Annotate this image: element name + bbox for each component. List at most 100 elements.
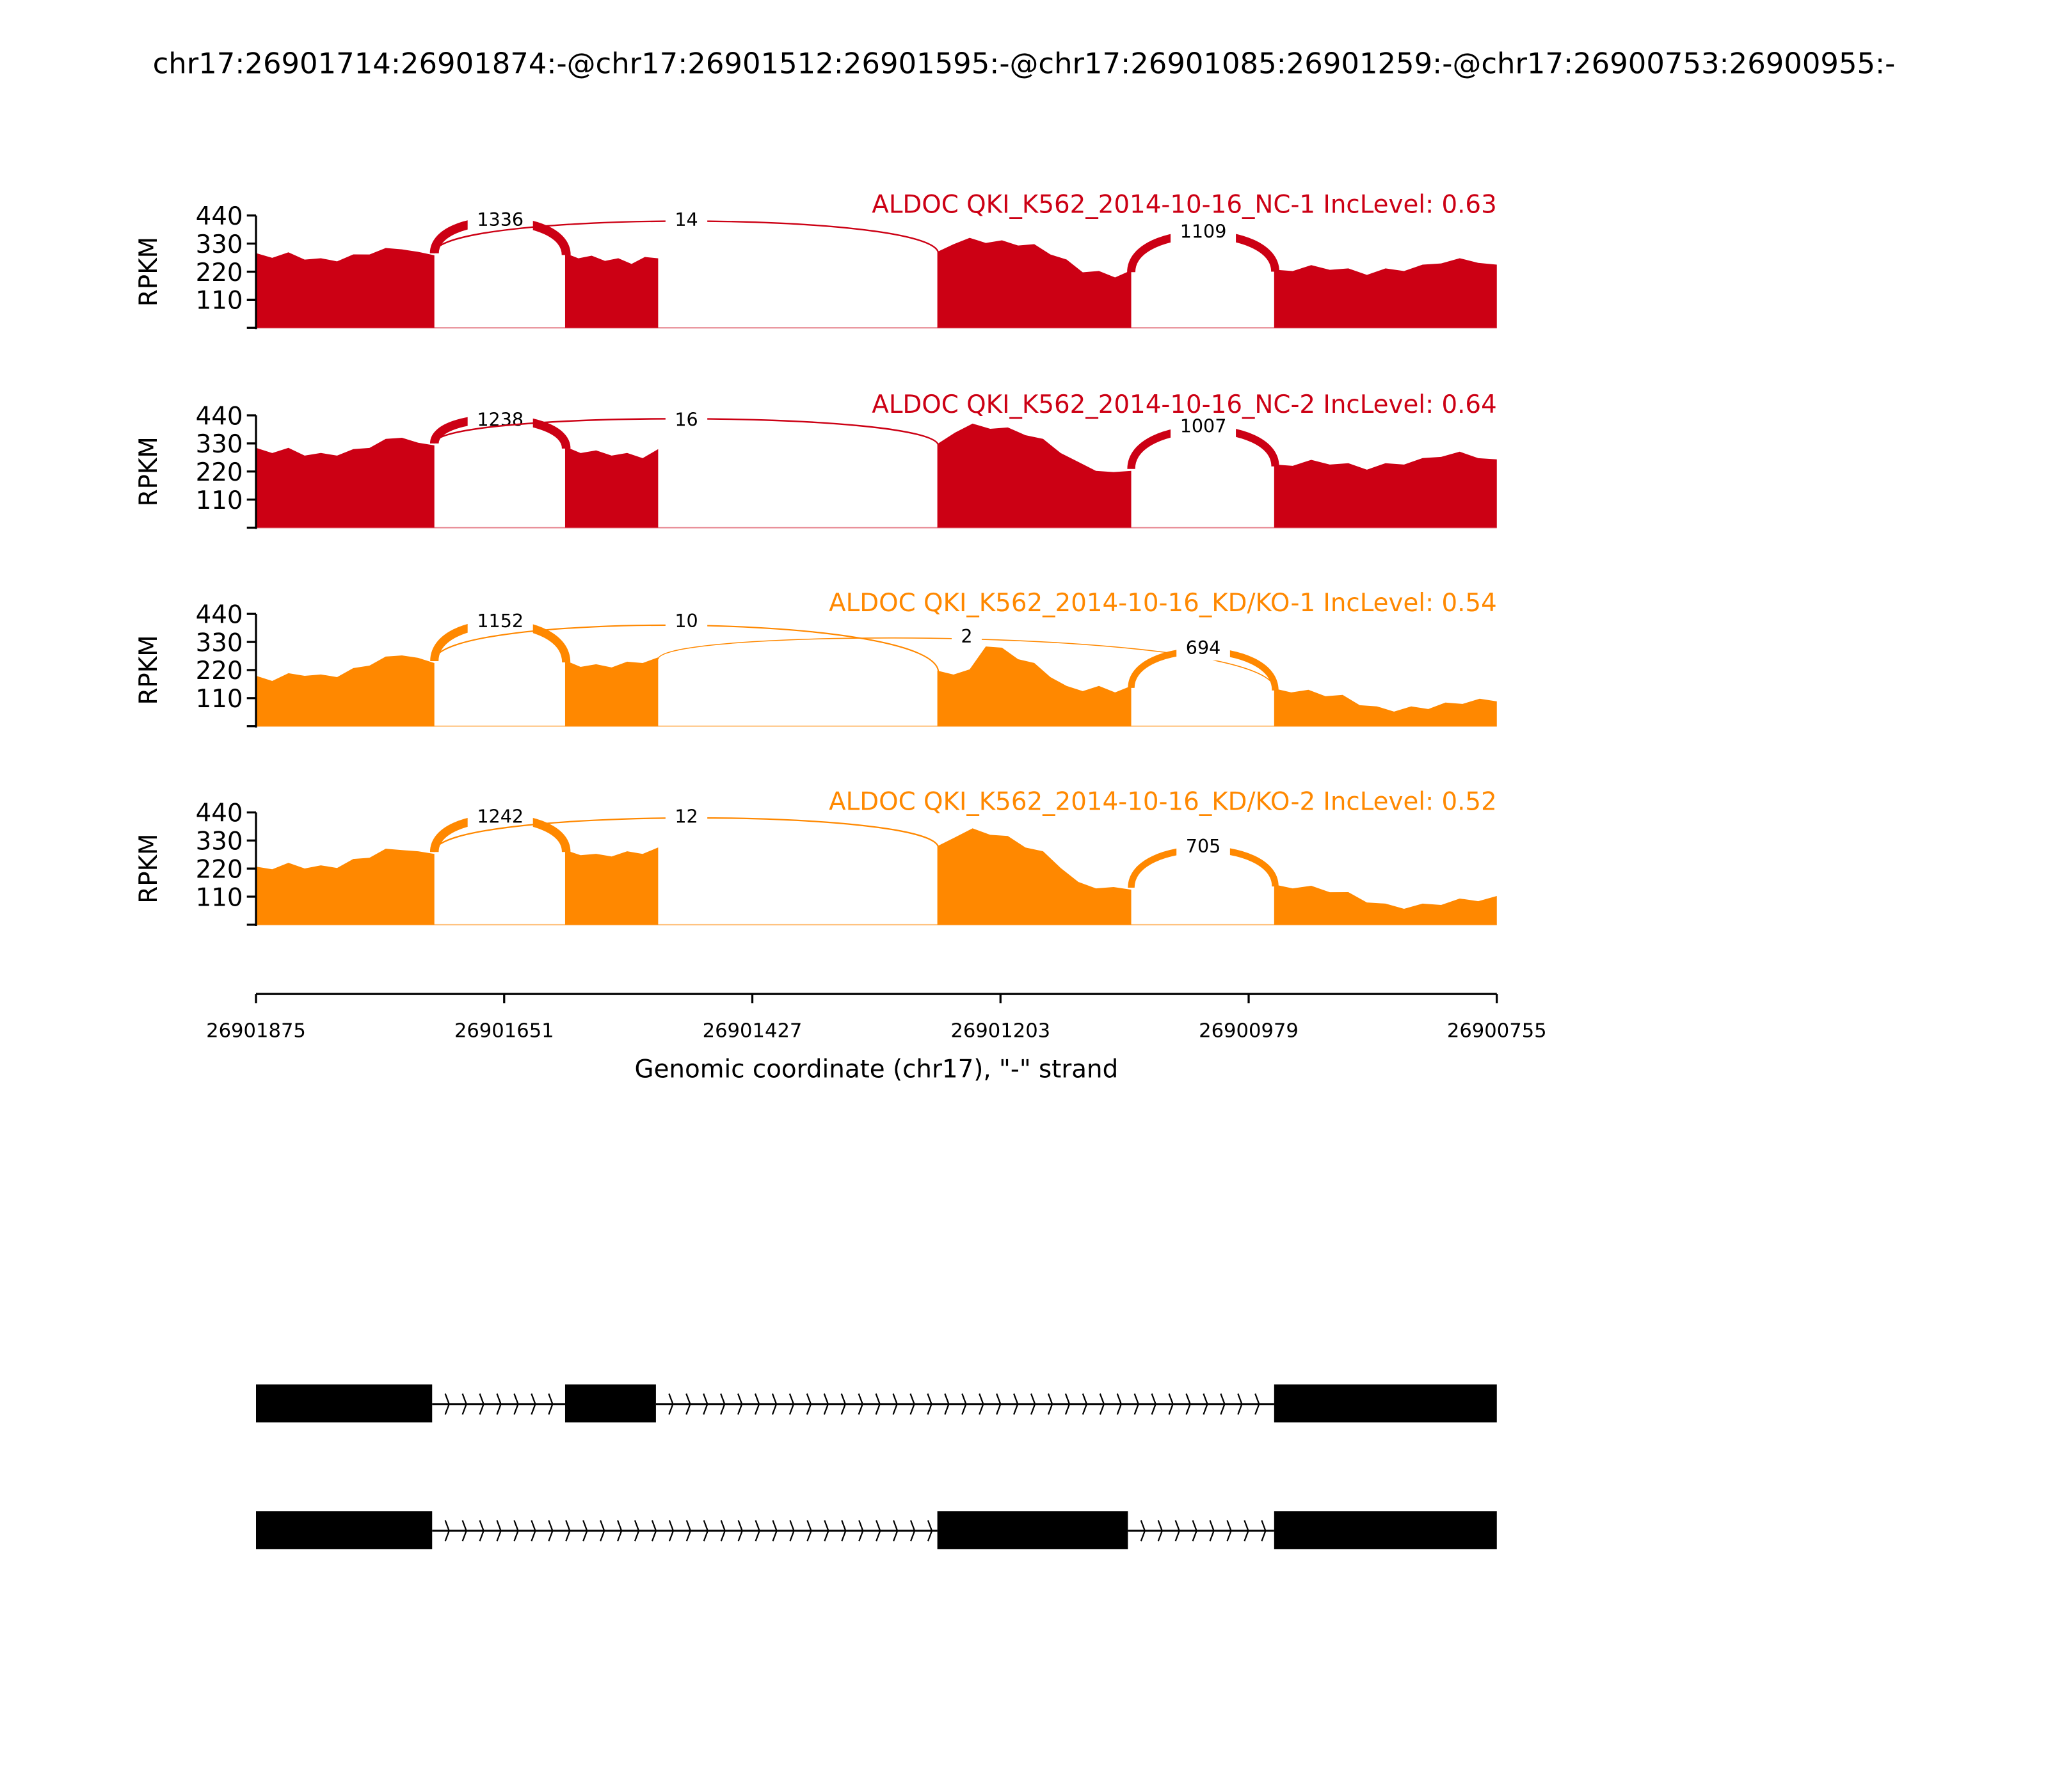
strand-chevron-icon xyxy=(1261,1520,1267,1542)
strand-chevron-icon xyxy=(927,1520,933,1542)
strand-chevron-icon xyxy=(444,1520,450,1542)
y-tick-label: 440 xyxy=(196,202,243,231)
coverage-area xyxy=(256,437,435,528)
strand-chevron-icon xyxy=(893,1520,899,1542)
strand-chevron-icon xyxy=(944,1393,950,1415)
strand-chevron-icon xyxy=(979,1393,984,1415)
y-tick-label: 110 xyxy=(196,287,243,316)
coverage-area xyxy=(564,446,659,528)
junction-count-label: 1152 xyxy=(477,610,524,632)
strand-chevron-icon xyxy=(703,1520,709,1542)
strand-chevron-icon xyxy=(788,1393,795,1415)
strand-chevron-icon xyxy=(548,1393,554,1415)
y-tick-label: 330 xyxy=(196,828,243,856)
junction-count-label: 2 xyxy=(961,625,972,647)
exon-block xyxy=(256,1384,433,1423)
strand-chevron-icon xyxy=(548,1520,554,1542)
strand-chevron-icon xyxy=(513,1393,519,1415)
junction-count-label: 14 xyxy=(675,209,698,230)
y-tick-label: 220 xyxy=(196,855,243,884)
junction-count-label: 12 xyxy=(675,806,698,828)
strand-chevron-icon xyxy=(1030,1393,1036,1415)
strand-chevron-icon xyxy=(600,1520,605,1542)
strand-chevron-icon xyxy=(1099,1393,1105,1415)
y-tick-label: 330 xyxy=(196,430,243,459)
coverage-area xyxy=(1274,884,1497,925)
junction-count-label: 1242 xyxy=(477,806,524,828)
junction-count-label: 1336 xyxy=(477,209,524,230)
y-tick-label: 330 xyxy=(196,628,243,657)
exon-block xyxy=(1274,1511,1497,1549)
coverage-area xyxy=(256,655,435,726)
strand-chevron-icon xyxy=(806,1393,812,1415)
coverage-area xyxy=(256,248,435,328)
coverage-area xyxy=(564,253,659,328)
strand-chevron-icon xyxy=(1254,1393,1260,1415)
x-tick-label: 26901427 xyxy=(703,1020,803,1042)
y-tick-label: 440 xyxy=(196,402,243,431)
junction-label-box xyxy=(1176,833,1230,860)
strand-chevron-icon xyxy=(496,1520,502,1542)
strand-chevron-icon xyxy=(927,1393,932,1415)
junction-count-label: 1109 xyxy=(1180,220,1227,242)
strand-chevron-icon xyxy=(720,1393,726,1415)
coverage-area xyxy=(256,849,435,925)
strand-chevron-icon xyxy=(806,1520,812,1542)
strand-chevron-icon xyxy=(720,1520,726,1542)
strand-chevron-icon xyxy=(996,1393,1002,1415)
x-tick-label: 26901875 xyxy=(206,1020,306,1042)
strand-chevron-icon xyxy=(875,1393,881,1415)
strand-chevron-icon xyxy=(1174,1520,1180,1542)
isoform-track xyxy=(256,1511,1497,1549)
strand-chevron-icon xyxy=(771,1393,778,1415)
strand-chevron-icon xyxy=(668,1393,674,1415)
strand-chevron-icon xyxy=(444,1393,450,1415)
y-tick-label: 330 xyxy=(196,230,243,259)
strand-chevron-icon xyxy=(772,1520,778,1542)
strand-chevron-icon xyxy=(1151,1393,1156,1415)
coverage-area xyxy=(1274,258,1497,328)
junction-count-label: 10 xyxy=(675,610,698,632)
y-axis-label: RPKM xyxy=(134,834,163,904)
junction-label-box xyxy=(665,607,708,634)
strand-chevron-icon xyxy=(961,1393,967,1415)
x-tick-label: 26900755 xyxy=(1447,1020,1547,1042)
junction-count-label: 705 xyxy=(1186,835,1221,857)
strand-chevron-icon xyxy=(513,1520,519,1542)
strand-chevron-icon xyxy=(876,1520,881,1542)
strand-chevron-icon xyxy=(858,1393,863,1415)
coverage-area xyxy=(937,237,1132,328)
strand-chevron-icon xyxy=(531,1520,536,1542)
strand-chevron-icon xyxy=(1168,1393,1174,1415)
junction-label-box xyxy=(1171,413,1236,439)
junction-count-label: 16 xyxy=(675,408,698,430)
exon-block xyxy=(564,1384,656,1423)
y-axis-label: RPKM xyxy=(134,237,163,307)
y-tick-label: 440 xyxy=(196,799,243,828)
x-tick-label: 26901203 xyxy=(950,1020,1050,1042)
y-tick-label: 440 xyxy=(196,600,243,629)
strand-chevron-icon xyxy=(668,1520,675,1542)
plot-title: chr17:26901714:26901874:-@chr17:26901512… xyxy=(153,46,1896,80)
strand-chevron-icon xyxy=(754,1393,760,1415)
junction-count-label: 694 xyxy=(1186,637,1221,659)
x-axis: 26901875 26901651 26901427 26901203 26900979… xyxy=(206,993,1547,1042)
coverage-area xyxy=(564,657,659,726)
strand-chevron-icon xyxy=(1185,1393,1191,1415)
exon-block xyxy=(256,1511,433,1549)
strand-chevron-icon xyxy=(823,1393,829,1415)
coverage-area xyxy=(937,828,1132,925)
strand-chevron-icon xyxy=(461,1520,467,1542)
strand-chevron-icon xyxy=(1244,1520,1249,1542)
strand-chevron-icon xyxy=(479,1393,484,1415)
strand-chevron-icon xyxy=(565,1520,571,1542)
strand-chevron-icon xyxy=(651,1520,657,1542)
strand-chevron-icon xyxy=(703,1393,708,1415)
strand-chevron-icon xyxy=(1047,1393,1053,1415)
strand-chevron-icon xyxy=(1082,1393,1088,1415)
strand-chevron-icon xyxy=(616,1520,623,1542)
x-tick-label: 26901651 xyxy=(454,1020,554,1042)
coverage-area xyxy=(937,646,1132,726)
